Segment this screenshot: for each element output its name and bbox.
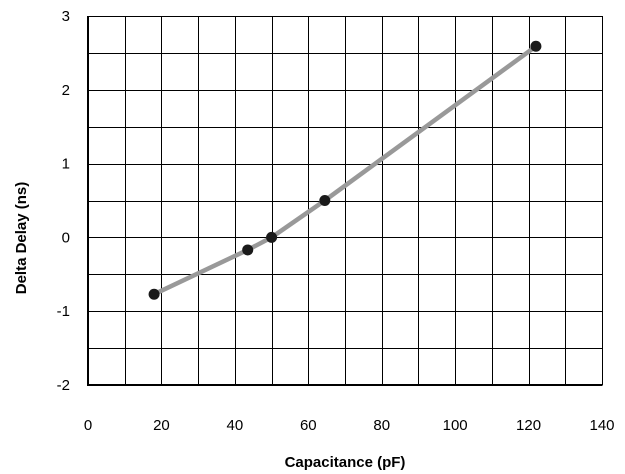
x-tick-label: 20 [153, 417, 170, 434]
y-tick-label: 1 [62, 156, 70, 173]
y-tick-label: 0 [62, 229, 70, 246]
data-point [148, 288, 160, 300]
tick-labels: 0 20 40 60 80 100 120 140 -2 -1 0 1 2 3 [57, 8, 615, 434]
y-tick-label: -2 [57, 377, 70, 394]
x-tick-label: 0 [84, 417, 92, 434]
data-point [242, 244, 254, 256]
y-tick-label: 3 [62, 8, 70, 25]
y-tick-label: 2 [62, 82, 70, 99]
axes [87, 16, 603, 386]
x-tick-label: 140 [589, 417, 614, 434]
x-tick-label: 40 [227, 417, 244, 434]
x-axis-title: Capacitance (pF) [285, 454, 406, 471]
data-point [530, 40, 542, 52]
grid [88, 16, 603, 385]
x-tick-label: 100 [443, 417, 468, 434]
y-axis-title: Delta Delay (ns) [13, 182, 30, 295]
series [148, 40, 542, 300]
x-tick-label: 60 [300, 417, 317, 434]
x-tick-label: 120 [516, 417, 541, 434]
x-tick-label: 80 [373, 417, 390, 434]
data-point [266, 231, 278, 243]
y-tick-label: -1 [57, 303, 70, 320]
data-point [319, 195, 331, 206]
